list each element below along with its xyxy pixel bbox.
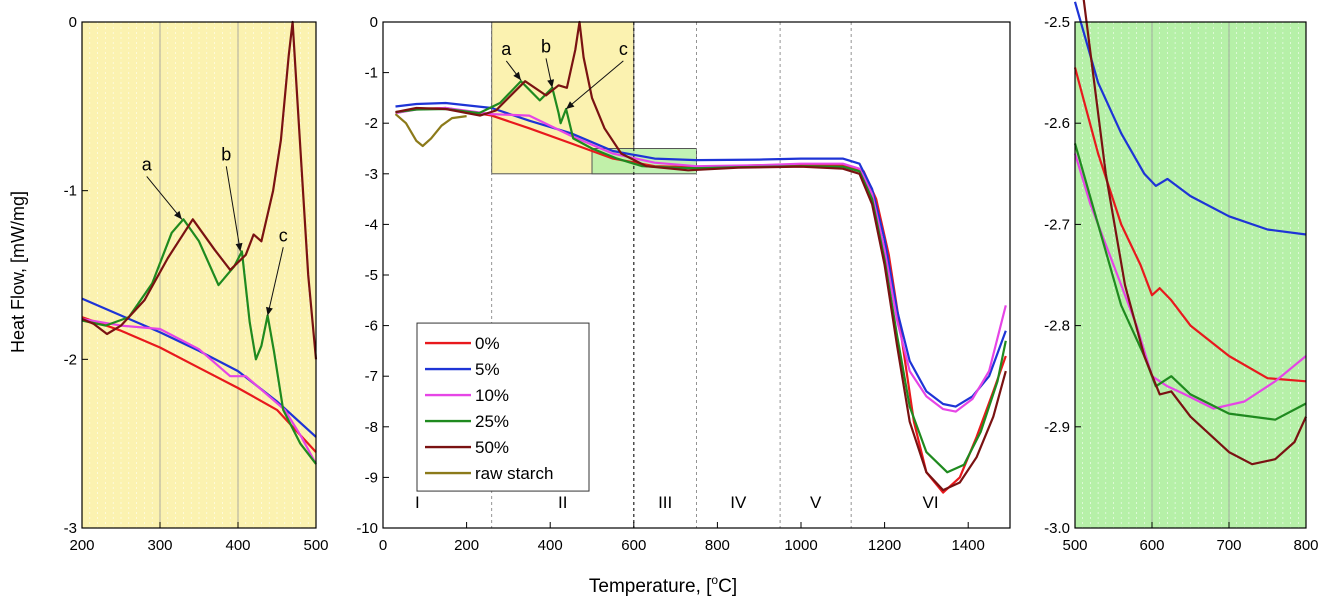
series-line-50pct-right-zoom (1082, 0, 1308, 466)
left-zoom-panel: a b c 200 300 400 500 0 -1 -2 -3 (64, 14, 329, 554)
x-tick-label-700-right-zoom: 700 (1216, 537, 1241, 554)
y-tick-label--3-left-zoom: -3 (64, 520, 77, 537)
y-tick-label--8-main: -8 (365, 419, 378, 436)
series-line-10pct-left-zoom (81, 317, 317, 465)
annotation-arrow-c (565, 60, 624, 110)
x-tick-label-1400-main: 1400 (952, 537, 985, 554)
annotation-a-main: a (501, 39, 512, 59)
legend-box (416, 322, 590, 492)
zone-label-I: I (415, 493, 420, 512)
right-zoom-frame (1074, 21, 1307, 529)
x-tick-label-600-right-zoom: 600 (1139, 537, 1164, 554)
legend-label-50pct: 50% (475, 438, 509, 457)
series-line-5pct-right-zoom (1073, 1, 1307, 236)
legend-label-25pct: 25% (475, 412, 509, 431)
annotation-arrowhead-b (547, 79, 555, 88)
y-tick-label--9-main: -9 (365, 469, 378, 486)
zone-label-IV: IV (730, 493, 747, 512)
x-axis-label: Temperature, [oC] (589, 573, 737, 597)
left-zoom-frame (81, 21, 317, 529)
x-tick-label-500-right-zoom: 500 (1062, 537, 1087, 554)
y-tick-label-0-left-zoom: 0 (69, 14, 77, 31)
series-line-10pct-right-zoom (1073, 153, 1307, 410)
zone-label-II: II (558, 493, 567, 512)
series-line-5pct-left-zoom (81, 297, 317, 438)
annotation-c-main: c (619, 39, 628, 59)
y-tick-label--4-main: -4 (365, 216, 378, 233)
series-line-raw-starch-main (394, 113, 467, 148)
series-line-0pct-left-zoom (81, 316, 317, 453)
y-tick-label--2-left-zoom: -2 (64, 351, 77, 368)
y-tick-label-0-main: 0 (370, 14, 378, 31)
x-tick-label-1000-main: 1000 (784, 537, 817, 554)
y-tick-label--5-main: -5 (365, 267, 378, 284)
x-tick-label-400-main: 400 (538, 537, 563, 554)
legend-label-10pct: 10% (475, 386, 509, 405)
y-tick-label--2-8-right-zoom: -2.8 (1044, 318, 1070, 335)
y-tick-label--1-left-zoom: -1 (64, 183, 77, 200)
x-tick-label-800-right-zoom: 800 (1293, 537, 1318, 554)
annotation-b-left-zoom: b (221, 144, 231, 164)
y-tick-label--7-main: -7 (365, 368, 378, 385)
x-tick-label-1200-main: 1200 (868, 537, 901, 554)
legend-label-5pct: 5% (475, 360, 500, 379)
zone-label-VI: VI (923, 493, 939, 512)
annotation-c-left-zoom: c (279, 225, 288, 245)
series-line-10pct-main (395, 106, 1007, 413)
annotation-arrowhead-a (513, 71, 521, 81)
x-tick-label-600-main: 600 (621, 537, 646, 554)
annotation-arrow-b (225, 166, 241, 252)
x-tick-label-400-left-zoom: 400 (225, 537, 250, 554)
main-panel: I II III IV V VIa b c0 200 400 600 800 1000 1200 14000… (356, 14, 1011, 554)
y-tick-label--3-0-right-zoom: -3.0 (1044, 520, 1070, 537)
x-axis-label-degree: o (711, 573, 718, 587)
zone-label-V: V (810, 493, 822, 512)
series-line-0pct-right-zoom (1073, 67, 1307, 383)
x-tick-label-0-main: 0 (379, 537, 387, 554)
annotation-arrow-a (146, 176, 183, 220)
zone-label-III: III (658, 493, 672, 512)
x-axis-label-main: Temperature, [ (589, 576, 712, 597)
y-tick-label--10-main: -10 (356, 520, 378, 537)
y-tick-label--2-6-right-zoom: -2.6 (1044, 115, 1070, 132)
series-line-25pct-left-zoom (81, 218, 317, 465)
x-tick-label-300-left-zoom: 300 (147, 537, 172, 554)
annotation-arrowhead-c (266, 306, 273, 316)
y-tick-label--2-5-right-zoom: -2.5 (1044, 14, 1070, 31)
legend-label-raw-starch: raw starch (475, 464, 553, 483)
y-axis-label: Heat Flow, [mW/mg] (8, 191, 28, 353)
series-line-5pct-main (395, 101, 1007, 408)
series-line-25pct-right-zoom (1073, 143, 1307, 421)
x-tick-label-800-main: 800 (705, 537, 730, 554)
annotation-a-left-zoom: a (142, 154, 153, 174)
annotation-arrowhead-c (566, 101, 575, 110)
y-tick-label--2-9-right-zoom: -2.9 (1044, 419, 1070, 436)
x-tick-label-200-main: 200 (454, 537, 479, 554)
x-axis-label-unit: C] (718, 576, 737, 597)
annotation-arrow-c (267, 247, 284, 316)
y-tick-label--2-main: -2 (365, 115, 378, 132)
x-tick-label-200-left-zoom: 200 (69, 537, 94, 554)
annotation-arrowhead-b (235, 242, 243, 252)
legend-label-0pct: 0% (475, 334, 500, 353)
y-tick-label--6-main: -6 (365, 318, 378, 335)
annotation-arrowhead-a (174, 210, 182, 220)
series-line-50pct-main (395, 20, 1007, 492)
right-zoom-panel: 500 600 700 800 -2.5 -2.6 -2.7 -2.8 -2.9 -3.0 (1044, 0, 1319, 554)
x-tick-label-500-left-zoom: 500 (303, 537, 328, 554)
series-line-25pct-main (395, 80, 1007, 474)
y-tick-label--2-7-right-zoom: -2.7 (1044, 216, 1070, 233)
annotation-b-main: b (541, 36, 551, 56)
y-tick-label--3-main: -3 (365, 166, 378, 183)
y-tick-label--1-main: -1 (365, 65, 378, 82)
